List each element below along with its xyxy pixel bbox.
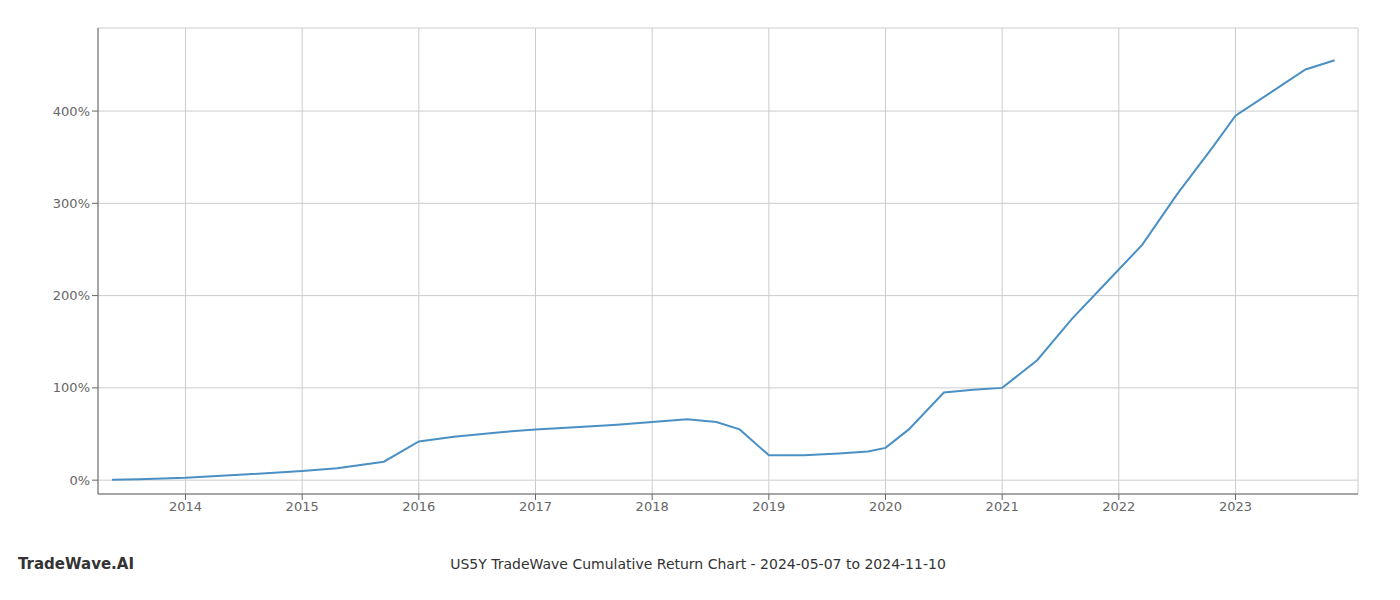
svg-text:2023: 2023 xyxy=(1219,499,1252,514)
svg-text:2022: 2022 xyxy=(1102,499,1135,514)
svg-text:100%: 100% xyxy=(53,380,90,395)
svg-text:2019: 2019 xyxy=(752,499,785,514)
svg-text:200%: 200% xyxy=(53,288,90,303)
svg-text:2017: 2017 xyxy=(519,499,552,514)
svg-text:400%: 400% xyxy=(53,104,90,119)
svg-text:2021: 2021 xyxy=(986,499,1019,514)
svg-text:2014: 2014 xyxy=(169,499,202,514)
html-text:TradeWave.AI: TradeWave.AI xyxy=(18,555,134,573)
html-text:US5Y TradeWave Cumulative Retu: US5Y TradeWave Cumulative Return Chart -… xyxy=(450,556,946,572)
svg-text:0%: 0% xyxy=(69,473,90,488)
svg-text:300%: 300% xyxy=(53,196,90,211)
svg-text:2016: 2016 xyxy=(402,499,435,514)
svg-text:2018: 2018 xyxy=(636,499,669,514)
svg-text:2020: 2020 xyxy=(869,499,902,514)
svg-text:2015: 2015 xyxy=(286,499,319,514)
